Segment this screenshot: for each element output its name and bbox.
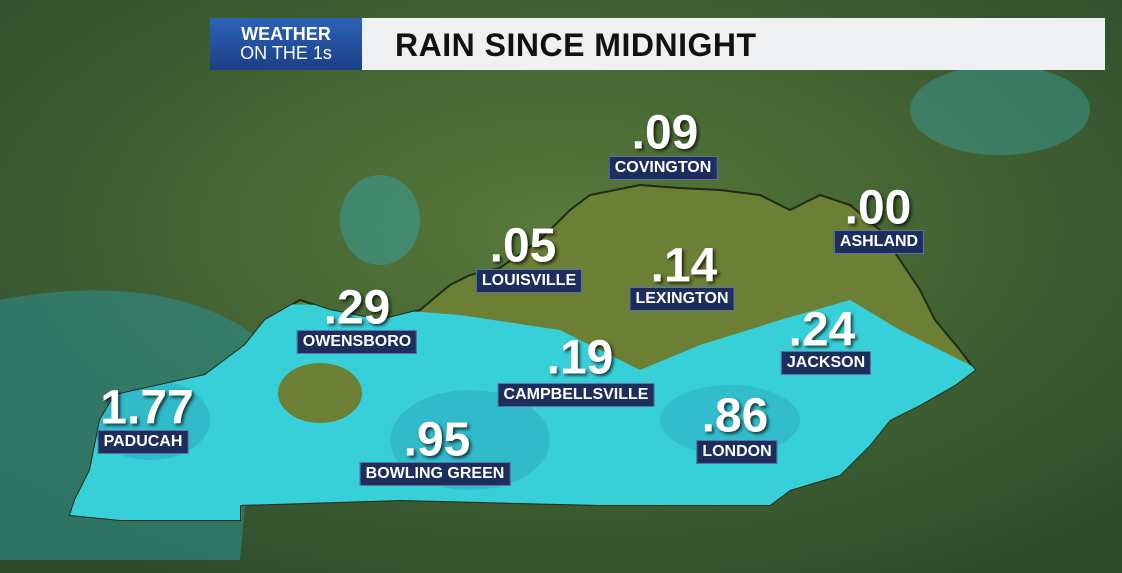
rain-amount: .19 [546,331,614,385]
city-label: ASHLAND [833,230,925,254]
rain-amount: .95 [403,413,471,467]
badge: WEATHER ON THE 1s [210,18,362,70]
dry-area [278,363,362,423]
city-label: OWENSBORO [296,330,418,354]
rain-amount: .05 [489,219,557,273]
city-label: LEXINGTON [629,287,735,311]
title: RAIN SINCE MIDNIGHT [395,27,757,63]
badge-text: WEATHER [241,24,331,44]
city-label: LOUISVILLE [475,269,583,293]
rain-amount: .14 [650,239,718,293]
rain-amount: 1.77 [100,381,194,435]
city-label: COVINGTON [608,156,718,180]
city-label: PADUCAH [97,430,189,454]
city-label: JACKSON [780,351,872,375]
city-label: CAMPBELLSVILLE [497,383,655,407]
rain-amount: .09 [631,106,699,160]
rain-amount: .00 [844,181,912,235]
city-label: LONDON [696,440,778,464]
radar-shade [340,175,420,265]
heavy-rain [660,385,800,455]
badge-text: ON THE 1s [240,43,332,63]
radar-shade [910,65,1090,155]
rain-amount: .29 [323,281,391,335]
rain-amount: .86 [701,389,769,443]
city-label: BOWLING GREEN [359,462,511,486]
rain-amount: .24 [788,303,856,357]
